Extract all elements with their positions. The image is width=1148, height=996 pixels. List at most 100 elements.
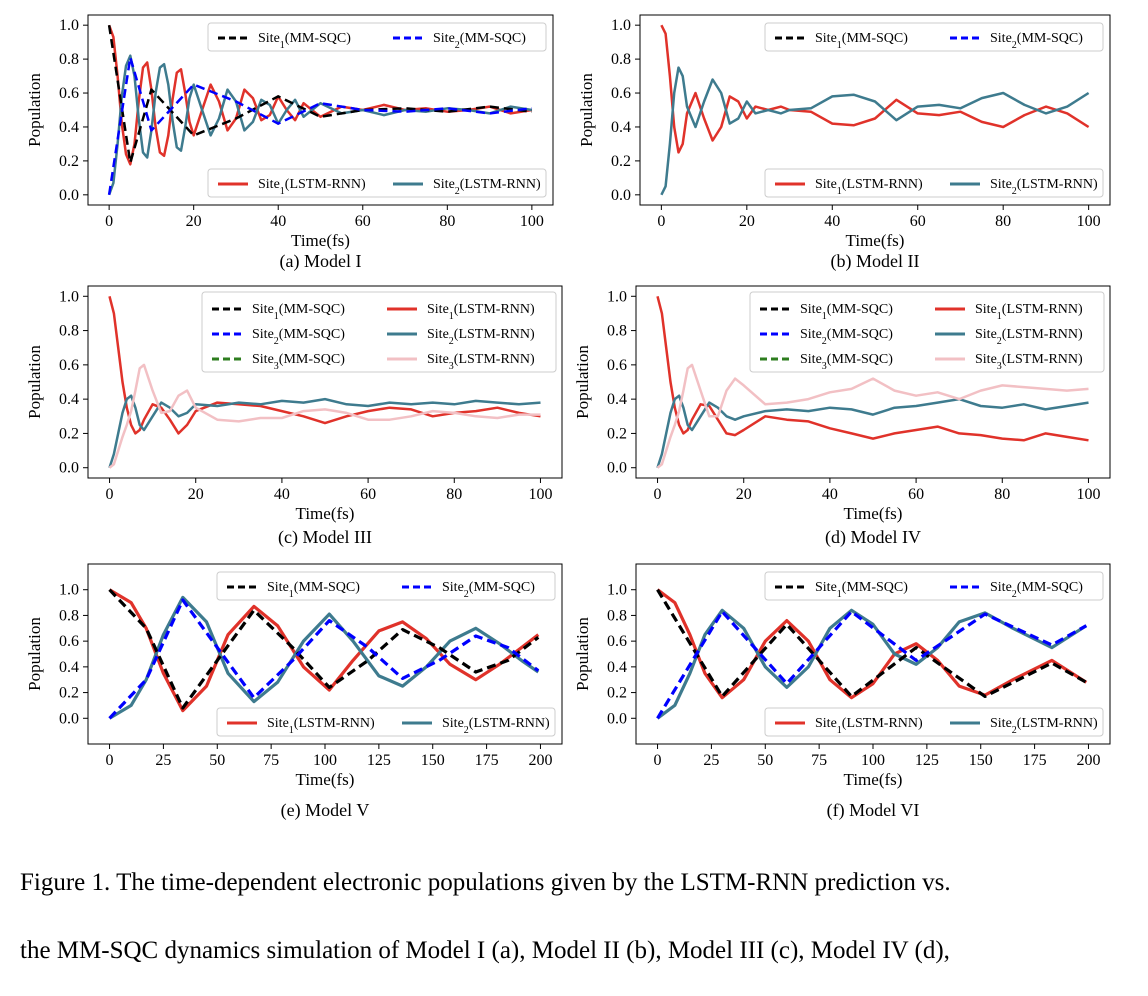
y-axis-label: Population: [25, 617, 44, 691]
panel-caption: (d) Model IV: [825, 527, 921, 548]
legend-upper: [764, 22, 1104, 52]
x-tick-label: 40: [822, 486, 838, 503]
x-tick-label: 50: [757, 752, 773, 769]
x-tick-label: 0: [654, 752, 662, 769]
x-tick-label: 75: [263, 752, 279, 769]
x-tick-label: 80: [439, 213, 455, 230]
panel-caption: (e) Model V: [281, 800, 370, 821]
plot-frame: [87, 14, 554, 206]
x-axis-label: Time(fs): [296, 770, 355, 789]
legend-label: Site1(LSTM-RNN): [267, 716, 375, 736]
y-tick-label: 1.0: [59, 582, 79, 599]
y-tick-label: 0.2: [59, 685, 79, 702]
y-tick-label: 1.0: [59, 17, 79, 34]
y-tick-label: 0.0: [607, 460, 627, 477]
x-tick-label: 100: [1077, 213, 1101, 230]
legend-label: Site1(MM-SQC): [815, 580, 908, 600]
figure-caption-line-1: Figure 1. The time-dependent electronic …: [20, 869, 951, 896]
y-tick-label: 0.4: [607, 391, 627, 408]
legend-label: Site1(LSTM-RNN): [427, 302, 535, 322]
legend-label: Site1(MM-SQC): [258, 31, 351, 51]
y-tick-label: 0.0: [607, 710, 627, 727]
x-axis-label: Time(fs): [844, 504, 903, 523]
y-axis-label: Population: [25, 345, 44, 419]
x-tick-label: 175: [475, 752, 499, 769]
x-tick-label: 75: [811, 752, 827, 769]
series-line: [656, 609, 1088, 720]
series-line: [108, 363, 541, 469]
x-tick-label: 0: [106, 752, 114, 769]
y-tick-label: 0.4: [607, 659, 627, 676]
x-tick-label: 0: [106, 486, 114, 503]
y-tick-label: 0.4: [59, 659, 79, 676]
series-line: [107, 25, 533, 164]
x-tick-label: 20: [739, 213, 755, 230]
y-tick-label: 0.6: [611, 85, 631, 102]
plot-frame: [639, 14, 1111, 206]
series-line: [656, 588, 1088, 699]
figure-caption-line-2: the MM-SQC dynamics simulation of Model …: [20, 937, 950, 964]
plot-frame: [87, 285, 563, 479]
x-tick-label: 60: [360, 486, 376, 503]
panel-caption: (b) Model II: [831, 251, 920, 272]
y-tick-label: 1.0: [59, 288, 79, 305]
series-line: [656, 608, 1088, 720]
legend-label: Site2(LSTM-RNN): [427, 327, 535, 347]
y-tick-label: 0.2: [59, 425, 79, 442]
legend-label: Site2(LSTM-RNN): [990, 177, 1098, 197]
series-line: [108, 394, 541, 469]
x-tick-label: 150: [421, 752, 445, 769]
y-tick-label: 0.2: [59, 153, 79, 170]
legend-label: Site2(MM-SQC): [990, 580, 1083, 600]
x-tick-label: 0: [105, 213, 113, 230]
legend-label: Site2(LSTM-RNN): [433, 177, 541, 197]
y-axis-label: Population: [573, 345, 592, 419]
legend-lower: [216, 707, 556, 737]
x-tick-label: 60: [355, 213, 371, 230]
x-axis-label: Time(fs): [846, 231, 905, 250]
x-tick-label: 100: [520, 213, 544, 230]
x-tick-label: 50: [209, 752, 225, 769]
y-tick-label: 0.2: [607, 685, 627, 702]
legend-label: Site2(MM-SQC): [433, 31, 526, 51]
y-tick-label: 0.0: [59, 710, 79, 727]
x-tick-label: 0: [654, 486, 662, 503]
x-tick-label: 125: [915, 752, 939, 769]
y-tick-label: 0.8: [59, 607, 79, 624]
series-line: [108, 588, 540, 713]
series-line: [660, 66, 1090, 196]
y-tick-label: 0.8: [607, 607, 627, 624]
y-tick-label: 0.0: [611, 187, 631, 204]
x-axis-label: Time(fs): [844, 770, 903, 789]
legend-label: Site1(LSTM-RNN): [975, 302, 1083, 322]
y-tick-label: 0.6: [59, 85, 79, 102]
legend-label: Site1(LSTM-RNN): [815, 177, 923, 197]
y-axis-label: Population: [25, 73, 44, 147]
y-tick-label: 0.4: [59, 391, 79, 408]
y-tick-label: 0.2: [607, 425, 627, 442]
chart-panel: 0 25 50 75 100 125 150 175 200 0.0 0.2 0.4 0.6 0.8 1.0…: [573, 563, 1111, 821]
x-tick-label: 80: [446, 486, 462, 503]
series-line: [108, 595, 540, 720]
x-tick-label: 80: [994, 486, 1010, 503]
series-line: [108, 295, 541, 435]
x-tick-label: 100: [313, 752, 337, 769]
y-tick-label: 0.0: [59, 187, 79, 204]
y-tick-label: 0.8: [607, 323, 627, 340]
chart-panel: 0 20 40 60 80 100 0.0 0.2 0.4 0.6 0.8 1.0 Time(fs) Po…: [25, 285, 563, 548]
panel-caption: (a) Model I: [280, 251, 362, 272]
x-tick-label: 40: [270, 213, 286, 230]
legend-lower: [764, 168, 1104, 198]
legend-label: Site1(LSTM-RNN): [815, 716, 923, 736]
plot-frame: [635, 285, 1111, 479]
legend-label: Site1(MM-SQC): [800, 302, 893, 322]
legend-label: Site2(MM-SQC): [990, 31, 1083, 51]
panel-caption: (f) Model VI: [827, 800, 920, 821]
x-tick-label: 100: [1076, 486, 1100, 503]
legend-label: Site1(MM-SQC): [815, 31, 908, 51]
y-tick-label: 0.0: [59, 460, 79, 477]
y-tick-label: 0.6: [59, 357, 79, 374]
x-axis-label: Time(fs): [296, 504, 355, 523]
chart-panel: 0 25 50 75 100 125 150 175 200 0.0 0.2 0.4 0.6 0.8 1.0…: [25, 563, 563, 821]
x-tick-label: 20: [188, 486, 204, 503]
